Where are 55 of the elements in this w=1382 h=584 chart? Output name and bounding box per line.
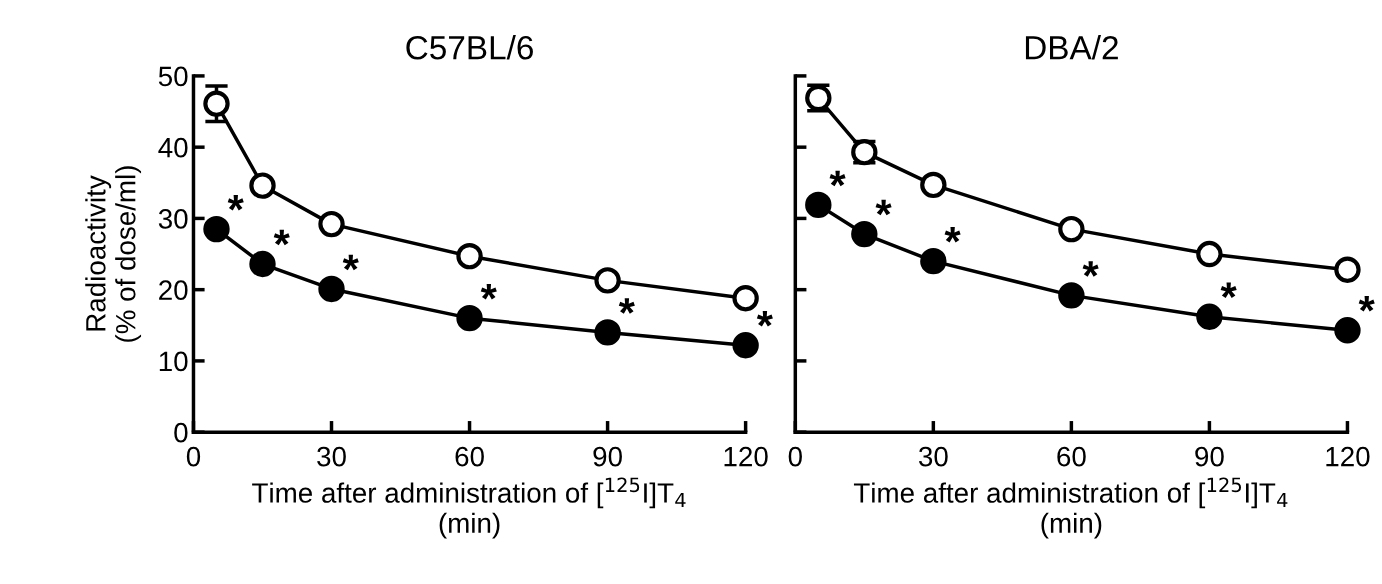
x-tick-label: 30 bbox=[918, 446, 948, 467]
annotation: * bbox=[829, 170, 846, 187]
x-tick-label: 0 bbox=[186, 446, 201, 467]
annotation: * bbox=[756, 311, 773, 327]
point bbox=[249, 172, 276, 199]
point bbox=[1334, 317, 1361, 344]
point bbox=[851, 220, 878, 248]
x-tick-label: 120 bbox=[1326, 446, 1370, 467]
x-tick-label: 60 bbox=[455, 446, 484, 467]
point bbox=[318, 210, 345, 238]
annotation: * bbox=[273, 229, 290, 246]
point bbox=[805, 191, 832, 219]
point bbox=[1058, 282, 1085, 309]
x-tick-label: 60 bbox=[1057, 446, 1086, 467]
text: Time after administration of [$^{125}$I]T$_{4}$ (min) bbox=[252, 477, 686, 539]
y-tick-label: 10 bbox=[159, 351, 188, 372]
point bbox=[249, 250, 276, 278]
point bbox=[920, 247, 947, 275]
chart-title: DBA/2 bbox=[1025, 35, 1118, 60]
y-tick-label: 40 bbox=[158, 137, 188, 158]
annotation: * bbox=[342, 254, 359, 271]
y-tick-label: 30 bbox=[158, 209, 188, 229]
point bbox=[456, 242, 483, 270]
annotation: * bbox=[1358, 296, 1375, 312]
point bbox=[732, 332, 759, 359]
annotation: * bbox=[875, 199, 892, 216]
x-tick-label: 90 bbox=[1195, 446, 1224, 467]
annotation: * bbox=[227, 194, 244, 211]
point bbox=[594, 267, 621, 294]
chart-title: C57BL/6 bbox=[406, 35, 533, 60]
point bbox=[732, 285, 759, 312]
point bbox=[1196, 240, 1223, 268]
x-tick-label: 90 bbox=[593, 446, 622, 467]
x-tick-label: 0 bbox=[788, 446, 802, 467]
y-tick-label: 50 bbox=[158, 66, 188, 87]
y-tick-label: 0 bbox=[174, 422, 188, 443]
text: Time after administration of [$^{125}$I]T$_{4}$ (min) bbox=[853, 477, 1288, 539]
y-axis-title: Radioactivity (% of dose/ml) bbox=[85, 166, 142, 342]
point bbox=[318, 275, 345, 303]
x-tick-label: 30 bbox=[317, 446, 346, 467]
annotation: * bbox=[480, 283, 497, 300]
point bbox=[456, 304, 483, 332]
point bbox=[594, 319, 621, 346]
point bbox=[1334, 256, 1361, 283]
point bbox=[1058, 215, 1085, 243]
annotation: * bbox=[618, 298, 635, 314]
point bbox=[920, 171, 947, 199]
annotation: * bbox=[944, 226, 961, 243]
y-tick-label: 20 bbox=[159, 280, 188, 300]
point bbox=[1196, 303, 1223, 330]
x-tick-label: 120 bbox=[724, 446, 768, 467]
annotation: * bbox=[1220, 282, 1237, 299]
point bbox=[203, 90, 230, 117]
annotation: * bbox=[1082, 261, 1099, 277]
point bbox=[203, 215, 230, 243]
